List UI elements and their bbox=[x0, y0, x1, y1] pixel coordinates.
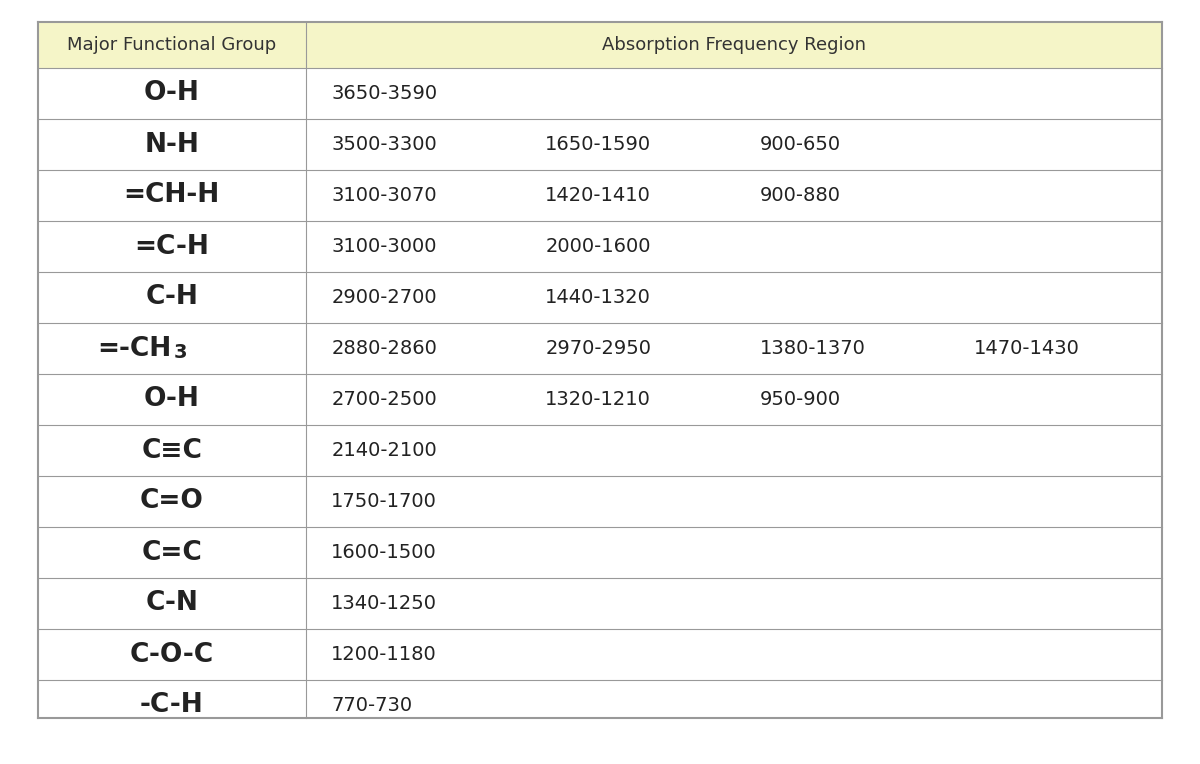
Text: N-H: N-H bbox=[144, 131, 199, 157]
Bar bbox=[38, 425, 1162, 476]
Text: 1600-1500: 1600-1500 bbox=[331, 543, 437, 562]
Text: 770-730: 770-730 bbox=[331, 696, 413, 715]
Text: Major Functional Group: Major Functional Group bbox=[67, 36, 276, 54]
Text: 900-650: 900-650 bbox=[760, 135, 840, 154]
Bar bbox=[38, 221, 1162, 272]
Text: 3650-3590: 3650-3590 bbox=[331, 84, 437, 103]
Text: C=C: C=C bbox=[142, 539, 202, 565]
Text: 1380-1370: 1380-1370 bbox=[760, 339, 865, 358]
Bar bbox=[38, 170, 1162, 221]
Text: =-CH: =-CH bbox=[97, 335, 172, 361]
Text: Absorption Frequency Region: Absorption Frequency Region bbox=[601, 36, 865, 54]
Text: 1200-1180: 1200-1180 bbox=[331, 645, 437, 664]
Text: 2700-2500: 2700-2500 bbox=[331, 390, 437, 409]
Text: 1420-1410: 1420-1410 bbox=[545, 186, 652, 205]
Text: 2970-2950: 2970-2950 bbox=[545, 339, 652, 358]
Text: O-H: O-H bbox=[144, 80, 199, 106]
Text: 1650-1590: 1650-1590 bbox=[545, 135, 652, 154]
Text: 2900-2700: 2900-2700 bbox=[331, 288, 437, 307]
Text: 3: 3 bbox=[174, 343, 187, 362]
Text: 900-880: 900-880 bbox=[760, 186, 840, 205]
Text: 1470-1430: 1470-1430 bbox=[973, 339, 1080, 358]
Bar bbox=[38, 527, 1162, 578]
Bar bbox=[38, 374, 1162, 425]
Bar bbox=[38, 476, 1162, 527]
Text: 1440-1320: 1440-1320 bbox=[545, 288, 652, 307]
Bar bbox=[38, 323, 1162, 374]
Bar bbox=[38, 22, 1162, 68]
Bar bbox=[38, 68, 1162, 119]
Text: O-H: O-H bbox=[144, 387, 199, 413]
Text: =CH-H: =CH-H bbox=[124, 183, 220, 209]
Text: 2000-1600: 2000-1600 bbox=[545, 237, 650, 256]
Text: C-N: C-N bbox=[145, 591, 198, 617]
Text: -C-H: -C-H bbox=[140, 692, 204, 718]
Text: 2140-2100: 2140-2100 bbox=[331, 441, 437, 460]
Text: 3100-3070: 3100-3070 bbox=[331, 186, 437, 205]
Bar bbox=[38, 578, 1162, 629]
Text: 1750-1700: 1750-1700 bbox=[331, 492, 437, 511]
Text: C=O: C=O bbox=[140, 488, 204, 514]
Text: 2880-2860: 2880-2860 bbox=[331, 339, 437, 358]
Text: C-H: C-H bbox=[145, 284, 198, 310]
Text: =C-H: =C-H bbox=[134, 234, 209, 260]
Text: C≡C: C≡C bbox=[142, 438, 202, 464]
Bar bbox=[38, 629, 1162, 680]
Bar bbox=[38, 119, 1162, 170]
Bar bbox=[38, 272, 1162, 323]
Bar bbox=[38, 680, 1162, 731]
Text: 3100-3000: 3100-3000 bbox=[331, 237, 437, 256]
Text: 1340-1250: 1340-1250 bbox=[331, 594, 437, 613]
Text: C-O-C: C-O-C bbox=[130, 642, 214, 668]
Text: 1320-1210: 1320-1210 bbox=[545, 390, 652, 409]
Text: 950-900: 950-900 bbox=[760, 390, 840, 409]
Text: 3500-3300: 3500-3300 bbox=[331, 135, 437, 154]
